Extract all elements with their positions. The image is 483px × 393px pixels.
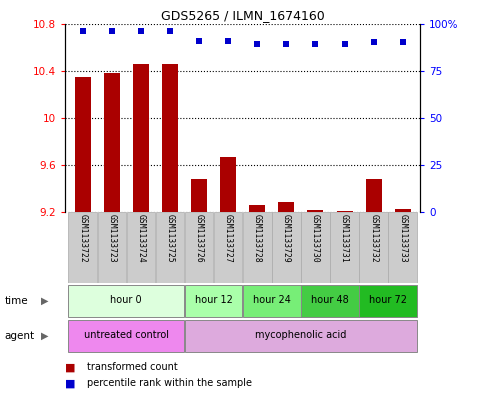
Text: transformed count: transformed count	[87, 362, 178, 373]
Text: GSM1133733: GSM1133733	[398, 214, 407, 263]
Text: GSM1133730: GSM1133730	[311, 214, 320, 263]
Text: GSM1133723: GSM1133723	[107, 214, 116, 263]
Bar	[104, 73, 120, 212]
Bar	[191, 179, 207, 212]
Bar	[214, 212, 242, 283]
Bar	[272, 212, 300, 283]
Bar	[243, 212, 271, 283]
Point	[195, 37, 203, 44]
Bar	[220, 157, 236, 212]
Bar	[75, 77, 91, 212]
Text: ▶: ▶	[41, 296, 49, 306]
Text: GSM1133732: GSM1133732	[369, 214, 378, 263]
Point	[224, 37, 232, 44]
Bar	[301, 285, 359, 317]
Point	[370, 39, 378, 46]
Bar	[366, 179, 382, 212]
Bar	[337, 211, 353, 212]
Point	[137, 28, 145, 34]
Text: hour 12: hour 12	[195, 295, 232, 305]
Text: GSM1133725: GSM1133725	[166, 214, 174, 263]
Point	[312, 41, 319, 48]
Bar	[243, 285, 300, 317]
Text: untreated control: untreated control	[84, 330, 169, 340]
Point	[283, 41, 290, 48]
Point	[341, 41, 348, 48]
Bar	[185, 285, 242, 317]
Text: GSM1133726: GSM1133726	[195, 214, 203, 263]
Point	[166, 28, 174, 34]
Text: percentile rank within the sample: percentile rank within the sample	[87, 378, 252, 388]
Bar	[69, 320, 184, 352]
Text: ■: ■	[65, 378, 76, 388]
Text: hour 72: hour 72	[369, 295, 407, 305]
Point	[108, 28, 115, 34]
Bar	[133, 64, 149, 212]
Text: GSM1133722: GSM1133722	[78, 214, 87, 263]
Text: hour 48: hour 48	[311, 295, 349, 305]
Bar	[301, 212, 330, 283]
Text: mycophenolic acid: mycophenolic acid	[255, 330, 347, 340]
Text: ▶: ▶	[41, 331, 49, 341]
Bar	[249, 205, 265, 212]
Bar	[278, 202, 294, 212]
Bar	[69, 285, 184, 317]
Point	[79, 28, 86, 34]
Bar	[127, 212, 155, 283]
Text: time: time	[5, 296, 28, 306]
Bar	[156, 212, 184, 283]
Text: GSM1133731: GSM1133731	[340, 214, 349, 263]
Text: agent: agent	[5, 331, 35, 341]
Text: ■: ■	[65, 362, 76, 373]
Bar	[69, 212, 97, 283]
Bar	[330, 212, 359, 283]
Bar	[185, 212, 213, 283]
Bar	[185, 320, 417, 352]
Text: GSM1133724: GSM1133724	[136, 214, 145, 263]
Bar	[162, 64, 178, 212]
Bar	[359, 212, 388, 283]
Bar	[359, 285, 417, 317]
Bar	[98, 212, 126, 283]
Text: hour 24: hour 24	[253, 295, 291, 305]
Point	[254, 41, 261, 48]
Text: GSM1133729: GSM1133729	[282, 214, 291, 263]
Bar	[308, 210, 324, 212]
Point	[399, 39, 407, 46]
Text: hour 0: hour 0	[111, 295, 142, 305]
Text: GSM1133727: GSM1133727	[224, 214, 233, 263]
Title: GDS5265 / ILMN_1674160: GDS5265 / ILMN_1674160	[161, 9, 325, 22]
Bar	[388, 212, 417, 283]
Text: GSM1133728: GSM1133728	[253, 214, 262, 263]
Bar	[395, 209, 411, 212]
